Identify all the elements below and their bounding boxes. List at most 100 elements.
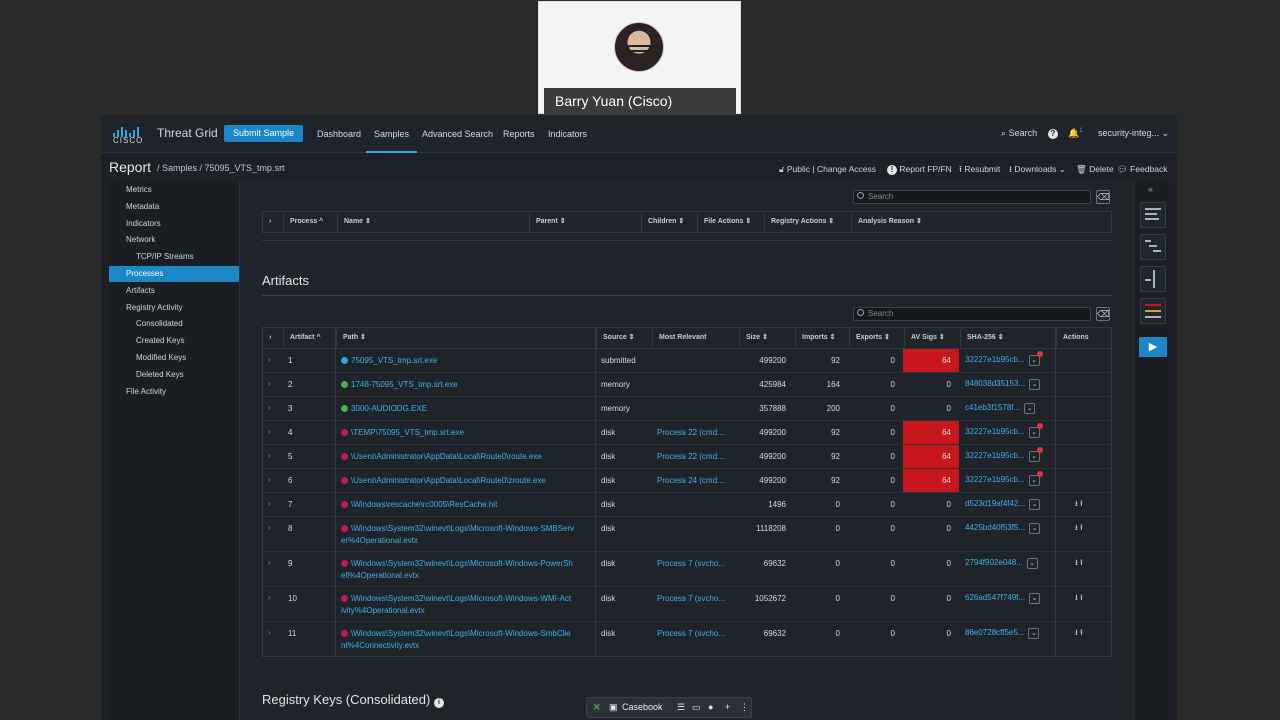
resubmit-link[interactable]: ⭱ Resubmit bbox=[959, 164, 1001, 174]
sidebar-item-deleted-keys[interactable]: Deleted Keys bbox=[136, 369, 184, 379]
sha-256-link[interactable]: c41eb3f1578f... ⌄ bbox=[959, 402, 1055, 414]
artifact-path-link[interactable]: 3000-AUDIODG.EXE bbox=[335, 403, 595, 415]
processes-clear-filter-button[interactable]: ⌫ bbox=[1096, 190, 1110, 204]
download-icon[interactable]: ⭳ bbox=[1075, 499, 1078, 508]
close-icon[interactable]: ✕ bbox=[593, 702, 601, 712]
artifact-path-link[interactable]: \Users\Administrator\AppData\Local\Route… bbox=[335, 475, 595, 487]
breadcrumb[interactable]: / Samples / 75095_VTS_tmp.srt bbox=[157, 163, 285, 173]
sidebar-item-metadata[interactable]: Metadata bbox=[126, 201, 160, 211]
most-relevant-link[interactable]: Process 7 (svcho... bbox=[657, 629, 726, 638]
sha-menu-chevron-icon[interactable]: ⌄ bbox=[1029, 593, 1041, 604]
col-most-relevant[interactable]: Most Relevant bbox=[652, 328, 739, 348]
download-icon[interactable]: ⭳ bbox=[1075, 523, 1078, 532]
sha-menu-chevron-icon[interactable]: ⌄ bbox=[1024, 403, 1036, 414]
expand-row-chevron-icon[interactable]: › bbox=[268, 523, 271, 532]
table-row[interactable]: › 3 3000-AUDIODG.EXE memory 357888 200 0 0 c41eb… bbox=[262, 397, 1112, 421]
table-row[interactable]: › 1 75095_VTS_tmp.srt.exe submitted 499200 92… bbox=[262, 349, 1112, 373]
artifact-path-link[interactable]: \Windows\System32\winevt\Logs\Microsoft-… bbox=[335, 628, 595, 652]
artifact-path-link[interactable]: \Windows\rescache\rc0005\ResCache.hit bbox=[335, 499, 595, 511]
expand-row-chevron-icon[interactable]: › bbox=[268, 475, 271, 484]
play-video-button[interactable]: ▶ bbox=[1139, 337, 1167, 357]
sha-256-link[interactable]: 626ad547f749f... ⌄ bbox=[959, 592, 1055, 604]
expand-row-chevron-icon[interactable]: › bbox=[268, 403, 271, 412]
download-icon[interactable]: ⭳ bbox=[1075, 593, 1078, 602]
col-artifact[interactable]: Artifact ^ bbox=[283, 328, 336, 348]
nav-indicators[interactable]: Indicators bbox=[548, 129, 588, 139]
downloads-menu[interactable]: ⭳ Downloads ⌄ bbox=[1009, 164, 1066, 174]
col-file-actions[interactable]: File Actions ⇕ bbox=[697, 212, 764, 232]
sha-menu-chevron-icon[interactable]: ⌄ bbox=[1029, 379, 1041, 390]
download-icon[interactable]: ⭳ bbox=[1075, 558, 1078, 567]
list-icon[interactable]: ☰ bbox=[677, 702, 686, 712]
feedback-link[interactable]: 💬︎ Feedback bbox=[1117, 164, 1168, 174]
sidebar-item-file-activity[interactable]: File Activity bbox=[126, 386, 167, 396]
col-registry-actions[interactable]: Registry Actions ⇕ bbox=[764, 212, 851, 232]
sha-menu-chevron-icon[interactable]: ⌄ bbox=[1029, 499, 1041, 510]
sha-256-link[interactable]: 848038d35153... ⌄ bbox=[959, 378, 1055, 390]
window-icon[interactable]: ▭ bbox=[692, 702, 701, 712]
sidebar-item-consolidated[interactable]: Consolidated bbox=[136, 319, 183, 329]
artifact-path-link[interactable]: \Users\Administrator\AppData\Local\Route… bbox=[335, 451, 595, 463]
add-icon[interactable]: + bbox=[725, 702, 731, 712]
expand-row-chevron-icon[interactable]: › bbox=[268, 499, 271, 508]
most-relevant-link[interactable]: Process 24 (cmd.... bbox=[657, 476, 726, 485]
upload-icon[interactable]: ⭱ bbox=[1077, 523, 1083, 532]
expand-all-chevron-icon[interactable]: › bbox=[269, 218, 272, 225]
help-icon[interactable]: ? bbox=[1048, 128, 1058, 139]
sha-menu-chevron-icon[interactable]: ⌄ bbox=[1028, 475, 1040, 486]
table-row[interactable]: › 10 \Windows\System32\winevt\Logs\Microso… bbox=[262, 587, 1112, 622]
expand-row-chevron-icon[interactable]: › bbox=[268, 593, 271, 602]
nav-advanced-search[interactable]: Advanced Search bbox=[422, 129, 494, 139]
upload-icon[interactable]: ⭱ bbox=[1077, 499, 1083, 508]
artifacts-search-input[interactable]: Search bbox=[853, 307, 1091, 321]
sha-256-link[interactable]: 2794f902e048... ⌄ bbox=[959, 557, 1055, 569]
expand-row-chevron-icon[interactable]: › bbox=[268, 451, 271, 460]
sha-menu-chevron-icon[interactable]: ⌄ bbox=[1028, 628, 1040, 639]
table-row[interactable]: › 2 1748-75095_VTS_tmp.srt.exe memory 425984… bbox=[262, 373, 1112, 397]
sidebar-item-artifacts[interactable]: Artifacts bbox=[126, 285, 155, 295]
report-thumbnail-2[interactable] bbox=[1140, 234, 1166, 260]
sidebar-item-indicators[interactable]: Indicators bbox=[126, 218, 161, 228]
sha-menu-chevron-icon[interactable]: ⌄ bbox=[1028, 451, 1040, 462]
most-relevant-link[interactable]: Process 22 (cmd.... bbox=[657, 428, 726, 437]
artifact-path-link[interactable]: \Windows\System32\winevt\Logs\Microsoft-… bbox=[335, 523, 595, 547]
table-row[interactable]: › 11 \Windows\System32\winevt\Logs\Microso… bbox=[262, 622, 1112, 657]
col-children[interactable]: Children ⇕ bbox=[641, 212, 697, 232]
report-thumbnail-1[interactable] bbox=[1140, 202, 1166, 228]
table-row[interactable]: › 8 \Windows\System32\winevt\Logs\Microsof… bbox=[262, 517, 1112, 552]
alert-icon[interactable]: ● bbox=[708, 702, 714, 712]
artifact-path-link[interactable]: \Windows\System32\winevt\Logs\Microsoft-… bbox=[335, 593, 595, 617]
sha-256-link[interactable]: 32227e1b95cb... ⌄ bbox=[959, 450, 1055, 462]
nav-dashboard[interactable]: Dashboard bbox=[317, 129, 362, 139]
sidebar-item-tcp-ip-streams[interactable]: TCP/IP Streams bbox=[136, 252, 194, 262]
report-fp-fn-link[interactable]: ! Report FP/FN bbox=[887, 164, 952, 175]
col-av-sigs[interactable]: AV Sigs ⇕ bbox=[904, 328, 960, 348]
sha-menu-chevron-icon[interactable]: ⌄ bbox=[1028, 355, 1040, 366]
sidebar-item-created-keys[interactable]: Created Keys bbox=[136, 336, 185, 346]
col-process[interactable]: Process ^ bbox=[283, 212, 337, 232]
public-change-access-link[interactable]: 🔓︎ Public | Change Access bbox=[779, 164, 877, 174]
expand-all-chevron-icon[interactable]: › bbox=[269, 334, 272, 341]
sidebar-item-modified-keys[interactable]: Modified Keys bbox=[136, 353, 187, 362]
most-relevant-link[interactable]: Process 7 (svcho... bbox=[657, 594, 726, 603]
sha-256-link[interactable]: 32227e1b95cb... ⌄ bbox=[959, 354, 1055, 366]
col-imports[interactable]: Imports ⇕ bbox=[795, 328, 849, 348]
col-name[interactable]: Name ⇕ bbox=[337, 212, 529, 232]
more-icon[interactable]: ⋮ bbox=[740, 702, 749, 712]
expand-row-chevron-icon[interactable]: › bbox=[268, 628, 271, 637]
sidebar-item-processes[interactable]: Processes bbox=[109, 266, 239, 282]
nav-reports[interactable]: Reports bbox=[503, 129, 535, 139]
upload-icon[interactable]: ⭱ bbox=[1077, 628, 1083, 637]
col-analysis-reason[interactable]: Analysis Reason ⇕ bbox=[851, 212, 1111, 232]
upload-icon[interactable]: ⭱ bbox=[1077, 558, 1083, 567]
report-thumbnail-3[interactable] bbox=[1140, 266, 1166, 292]
expand-row-chevron-icon[interactable]: › bbox=[268, 427, 271, 436]
sidebar-item-network[interactable]: Network bbox=[126, 235, 156, 245]
sha-256-link[interactable]: d523d19af4f42... ⌄ bbox=[959, 498, 1055, 510]
artifact-path-link[interactable]: 75095_VTS_tmp.srt.exe bbox=[335, 355, 595, 367]
sha-256-link[interactable]: 32227e1b95cb... ⌄ bbox=[959, 426, 1055, 438]
report-thumbnail-4[interactable] bbox=[1140, 298, 1166, 324]
expand-row-chevron-icon[interactable]: › bbox=[268, 558, 271, 567]
submit-sample-button[interactable]: Submit Sample bbox=[224, 125, 304, 142]
delete-link[interactable]: 🗑︎ Delete bbox=[1076, 164, 1114, 174]
